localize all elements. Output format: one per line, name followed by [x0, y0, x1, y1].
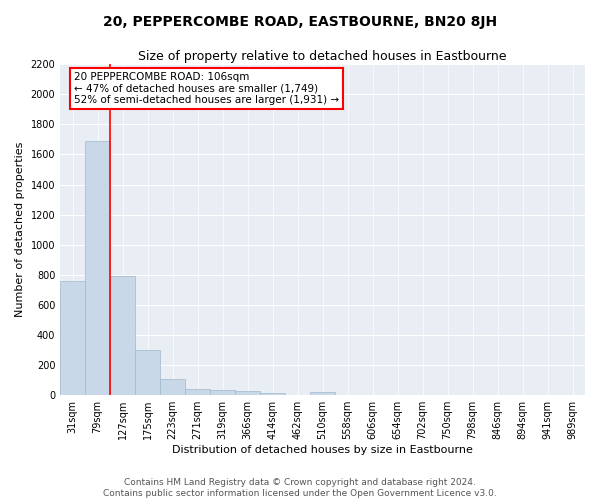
Bar	[160, 378, 185, 395]
Title: Size of property relative to detached houses in Eastbourne: Size of property relative to detached ho…	[139, 50, 507, 63]
Text: 20, PEPPERCOMBE ROAD, EASTBOURNE, BN20 8JH: 20, PEPPERCOMBE ROAD, EASTBOURNE, BN20 8…	[103, 15, 497, 29]
Bar	[235, 391, 260, 395]
Y-axis label: Number of detached properties: Number of detached properties	[15, 142, 25, 318]
Bar	[110, 276, 135, 395]
Bar	[210, 390, 235, 395]
Bar	[135, 350, 160, 395]
X-axis label: Distribution of detached houses by size in Eastbourne: Distribution of detached houses by size …	[172, 445, 473, 455]
Bar	[310, 392, 335, 395]
Bar	[85, 141, 110, 395]
Bar	[60, 281, 85, 395]
Text: Contains HM Land Registry data © Crown copyright and database right 2024.
Contai: Contains HM Land Registry data © Crown c…	[103, 478, 497, 498]
Bar	[260, 393, 285, 395]
Text: 20 PEPPERCOMBE ROAD: 106sqm
← 47% of detached houses are smaller (1,749)
52% of : 20 PEPPERCOMBE ROAD: 106sqm ← 47% of det…	[74, 72, 339, 105]
Bar	[185, 388, 210, 395]
